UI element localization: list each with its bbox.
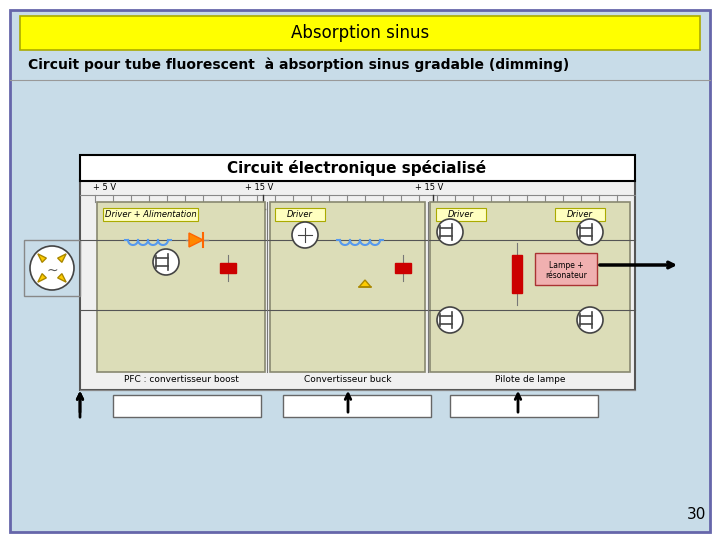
Text: Absorption sinus: Absorption sinus: [291, 24, 429, 42]
Bar: [450, 395, 598, 417]
Text: Lampe +: Lampe +: [549, 260, 583, 269]
Bar: [535, 253, 597, 285]
Bar: [283, 395, 431, 417]
Text: Driver: Driver: [567, 210, 593, 219]
Text: Driver: Driver: [448, 210, 474, 219]
Bar: [80, 180, 635, 390]
Bar: [395, 263, 411, 273]
Text: Convertisseur buck: Convertisseur buck: [304, 375, 391, 384]
Text: 30: 30: [687, 507, 706, 522]
Circle shape: [292, 222, 318, 248]
Bar: [270, 202, 425, 372]
Bar: [80, 155, 635, 181]
Bar: [103, 208, 198, 221]
Text: + 5 V: + 5 V: [93, 183, 116, 192]
Bar: [24, 240, 80, 296]
Text: Driver + Alimentation: Driver + Alimentation: [104, 210, 197, 219]
Polygon shape: [359, 280, 371, 287]
Polygon shape: [189, 233, 203, 247]
Polygon shape: [38, 274, 46, 282]
Text: + 15 V: + 15 V: [415, 183, 444, 192]
Circle shape: [577, 219, 603, 245]
Text: résonateur: résonateur: [545, 272, 587, 280]
Polygon shape: [38, 254, 46, 262]
Bar: [275, 208, 325, 221]
Circle shape: [30, 246, 74, 290]
Bar: [436, 208, 486, 221]
Text: + 15 V: + 15 V: [245, 183, 274, 192]
Bar: [430, 202, 630, 372]
Polygon shape: [58, 274, 66, 282]
Text: Circuit pour tube fluorescent  à absorption sinus gradable (dimming): Circuit pour tube fluorescent à absorpti…: [28, 58, 570, 72]
Text: Circuit électronique spécialisé: Circuit électronique spécialisé: [228, 160, 487, 176]
Text: Driver: Driver: [287, 210, 313, 219]
Circle shape: [153, 249, 179, 275]
Bar: [220, 263, 236, 273]
Circle shape: [577, 307, 603, 333]
Polygon shape: [58, 254, 66, 262]
Circle shape: [437, 307, 463, 333]
Bar: [113, 395, 261, 417]
Bar: [20, 16, 700, 50]
Bar: [555, 208, 605, 221]
Circle shape: [437, 219, 463, 245]
Text: PFC : convertisseur boost: PFC : convertisseur boost: [124, 375, 238, 384]
Text: Pilote de lampe: Pilote de lampe: [495, 375, 565, 384]
Bar: [97, 202, 265, 372]
Bar: [512, 255, 522, 293]
Text: ~: ~: [46, 264, 58, 278]
